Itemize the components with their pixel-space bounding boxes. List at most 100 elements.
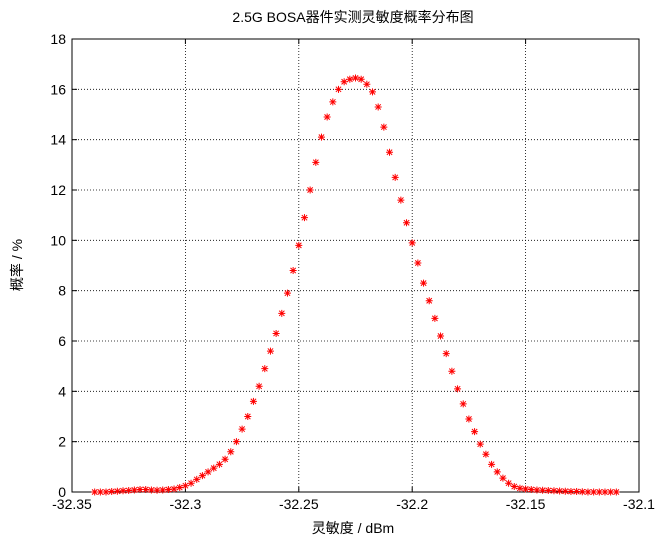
data-point-marker bbox=[556, 487, 564, 495]
data-point-marker bbox=[238, 425, 246, 433]
data-point-marker bbox=[601, 488, 609, 496]
data-point-marker bbox=[607, 488, 615, 496]
data-point-marker bbox=[232, 438, 240, 446]
data-point-marker bbox=[386, 148, 394, 156]
data-point-marker bbox=[482, 450, 490, 458]
data-point-marker bbox=[539, 486, 547, 494]
data-point-marker bbox=[193, 475, 201, 483]
data-point-marker bbox=[102, 488, 110, 496]
data-point-marker bbox=[181, 482, 189, 490]
data-point-marker bbox=[130, 486, 138, 494]
data-point-marker bbox=[505, 479, 513, 487]
data-point-marker bbox=[329, 98, 337, 106]
chart-title: 2.5G BOSA器件实测灵敏度概率分布图 bbox=[232, 9, 473, 25]
data-point-marker bbox=[295, 241, 303, 249]
data-point-marker bbox=[499, 474, 507, 482]
x-tick-label: -32.25 bbox=[279, 496, 319, 512]
x-tick-label: -32.2 bbox=[396, 496, 428, 512]
data-point-marker bbox=[204, 468, 212, 476]
data-point-marker bbox=[170, 485, 178, 493]
data-point-marker bbox=[522, 485, 530, 493]
data-point-marker bbox=[380, 123, 388, 131]
y-tick-label: 18 bbox=[50, 31, 66, 47]
data-point-marker bbox=[374, 103, 382, 111]
data-point-marker bbox=[352, 74, 359, 82]
x-tick-label: -32.1 bbox=[623, 496, 655, 512]
data-point-marker bbox=[403, 219, 411, 227]
data-point-marker bbox=[244, 413, 252, 420]
y-tick-label: 4 bbox=[58, 383, 66, 399]
data-point-marker bbox=[573, 487, 581, 495]
data-point-marker bbox=[527, 485, 535, 493]
data-point-marker bbox=[357, 75, 365, 83]
data-point-marker bbox=[437, 332, 445, 340]
data-point-marker bbox=[113, 487, 121, 495]
data-point-marker bbox=[136, 485, 144, 493]
y-tick-label: 14 bbox=[50, 132, 66, 148]
y-tick-label: 12 bbox=[50, 182, 66, 198]
y-tick-label: 0 bbox=[58, 484, 66, 500]
data-point-marker bbox=[261, 365, 269, 373]
data-point-marker bbox=[108, 487, 116, 495]
data-point-marker bbox=[340, 78, 348, 86]
data-point-marker bbox=[488, 460, 496, 468]
data-point-marker bbox=[159, 486, 167, 494]
y-tick-label: 10 bbox=[50, 232, 66, 248]
data-point-marker bbox=[312, 158, 320, 166]
data-point-marker bbox=[516, 484, 524, 492]
data-point-marker bbox=[153, 486, 161, 494]
data-point-marker bbox=[227, 448, 235, 456]
data-point-marker bbox=[561, 487, 569, 495]
y-axis-label: 概率 / % bbox=[9, 239, 25, 291]
data-point-marker bbox=[363, 80, 371, 88]
data-markers bbox=[91, 74, 620, 496]
data-point-marker bbox=[391, 173, 399, 181]
data-point-marker bbox=[334, 85, 342, 93]
data-point-marker bbox=[210, 464, 218, 472]
data-point-marker bbox=[595, 488, 603, 496]
y-tick-label: 16 bbox=[50, 81, 66, 97]
data-point-marker bbox=[459, 400, 467, 408]
data-point-marker bbox=[221, 455, 229, 463]
data-point-marker bbox=[283, 289, 291, 297]
data-point-marker bbox=[119, 487, 127, 495]
y-tick-label: 2 bbox=[58, 434, 66, 450]
data-point-marker bbox=[278, 309, 286, 317]
data-point-marker bbox=[346, 75, 354, 83]
data-point-marker bbox=[465, 415, 473, 423]
data-point-marker bbox=[369, 88, 377, 96]
data-point-marker bbox=[408, 239, 416, 247]
data-point-marker bbox=[142, 485, 150, 493]
data-point-marker bbox=[125, 486, 133, 494]
data-point-marker bbox=[414, 259, 422, 267]
x-tick-label: -32.15 bbox=[506, 496, 546, 512]
data-point-marker bbox=[533, 486, 541, 494]
data-point-marker bbox=[317, 133, 325, 141]
data-point-marker bbox=[448, 367, 456, 375]
data-point-marker bbox=[431, 314, 439, 322]
y-tick-label: 6 bbox=[58, 333, 66, 349]
data-point-marker bbox=[255, 382, 263, 390]
data-point-marker bbox=[493, 468, 501, 476]
data-point-marker bbox=[198, 472, 206, 480]
data-point-marker bbox=[147, 486, 155, 494]
data-point-marker bbox=[578, 488, 586, 496]
data-point-marker bbox=[476, 440, 484, 448]
grid bbox=[72, 39, 639, 492]
data-point-marker bbox=[612, 488, 620, 496]
data-point-marker bbox=[420, 279, 428, 287]
data-point-marker bbox=[96, 488, 104, 496]
x-tick-label: -32.35 bbox=[52, 496, 92, 512]
plot-area-frame bbox=[71, 38, 640, 493]
data-point-marker bbox=[544, 486, 552, 494]
data-point-marker bbox=[164, 485, 172, 493]
data-point-marker bbox=[510, 482, 518, 490]
data-point-marker bbox=[590, 488, 598, 496]
data-point-marker bbox=[442, 350, 450, 358]
data-point-marker bbox=[471, 428, 479, 436]
data-point-marker bbox=[397, 196, 405, 204]
data-point-marker bbox=[272, 329, 280, 337]
data-point-marker bbox=[300, 214, 308, 222]
